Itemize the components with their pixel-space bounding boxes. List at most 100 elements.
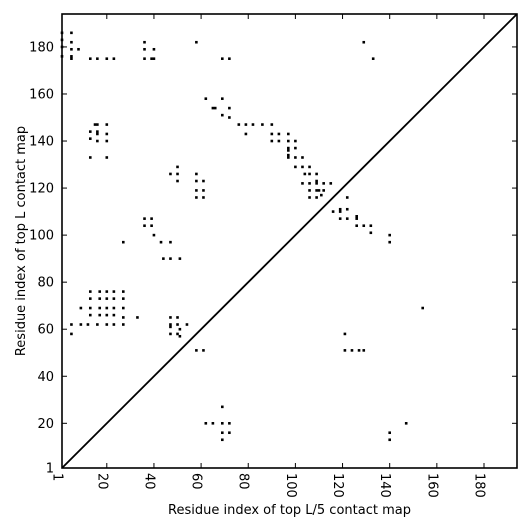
x-tick-label: 20 xyxy=(94,473,109,490)
data-point xyxy=(105,123,109,126)
data-point xyxy=(70,332,73,336)
data-point xyxy=(122,240,125,244)
data-point xyxy=(88,313,92,317)
data-point xyxy=(150,57,153,60)
y-tick-label: 80 xyxy=(37,276,54,291)
data-point xyxy=(315,179,318,183)
data-point xyxy=(178,327,182,331)
data-point xyxy=(308,196,311,199)
data-point xyxy=(105,139,109,143)
data-point xyxy=(169,172,172,176)
data-point xyxy=(204,422,208,425)
data-point xyxy=(221,57,224,60)
data-points xyxy=(60,31,424,442)
data-point xyxy=(79,323,83,326)
data-point xyxy=(320,193,323,197)
data-point xyxy=(202,349,205,352)
data-point xyxy=(98,297,102,300)
data-point xyxy=(369,231,373,235)
data-point xyxy=(369,224,373,228)
x-tick-label: 100 xyxy=(283,473,298,498)
data-point xyxy=(303,172,307,176)
data-point xyxy=(195,196,198,199)
data-point xyxy=(112,290,116,293)
diagonal-line xyxy=(61,13,518,469)
data-point xyxy=(294,146,297,150)
data-point xyxy=(362,349,366,352)
data-point xyxy=(195,40,198,44)
data-point xyxy=(221,422,224,425)
data-point xyxy=(98,290,102,293)
data-point xyxy=(228,116,231,119)
data-point xyxy=(202,189,205,192)
data-point xyxy=(70,57,73,60)
data-point xyxy=(338,210,342,213)
y-tick-label: 100 xyxy=(29,229,54,244)
y-tick-label: 160 xyxy=(29,87,54,102)
data-point xyxy=(357,349,361,352)
data-point xyxy=(96,132,99,136)
x-axis-ticks: 1 20 40 60 80 100 120 140 160 180 xyxy=(50,14,486,498)
data-point xyxy=(421,306,424,310)
x-tick-label: 120 xyxy=(330,473,345,498)
data-point xyxy=(98,313,102,317)
data-point xyxy=(169,325,172,329)
data-point xyxy=(308,189,311,192)
data-point xyxy=(277,132,281,136)
data-point xyxy=(169,240,172,244)
data-point xyxy=(261,123,264,126)
data-point xyxy=(70,47,73,51)
data-point xyxy=(244,132,248,136)
data-point xyxy=(355,224,358,228)
data-point xyxy=(270,123,274,126)
data-point xyxy=(270,139,274,143)
data-point xyxy=(355,217,358,220)
data-point xyxy=(112,323,116,326)
data-point xyxy=(228,106,231,110)
data-point xyxy=(362,224,366,228)
data-point xyxy=(388,438,391,442)
x-axis-label: Residue index of top L/5 contact map xyxy=(168,503,411,518)
data-point xyxy=(143,40,146,44)
data-point xyxy=(294,165,297,169)
data-point xyxy=(329,182,333,185)
data-point xyxy=(315,196,318,199)
data-point xyxy=(143,47,146,51)
data-point xyxy=(287,149,290,152)
data-point xyxy=(143,224,146,228)
data-point xyxy=(221,405,224,409)
data-point xyxy=(96,123,99,126)
data-point xyxy=(105,57,109,60)
data-point xyxy=(355,215,358,218)
data-point xyxy=(122,306,125,310)
data-point xyxy=(112,297,116,300)
data-point xyxy=(228,431,231,435)
data-point xyxy=(287,153,290,157)
data-point xyxy=(70,323,73,326)
data-point xyxy=(96,139,99,143)
data-point xyxy=(338,217,342,220)
y-tick-label: 180 xyxy=(29,40,54,55)
plot-frame xyxy=(61,13,518,469)
data-point xyxy=(294,139,297,143)
data-point xyxy=(315,189,318,192)
data-point xyxy=(93,123,97,126)
data-point xyxy=(315,182,318,185)
data-point xyxy=(317,189,321,192)
data-point xyxy=(96,323,99,326)
data-point xyxy=(79,306,83,310)
data-point xyxy=(404,422,408,425)
data-point xyxy=(211,422,215,425)
data-point xyxy=(213,106,217,110)
data-point xyxy=(70,40,73,44)
data-point xyxy=(322,182,325,185)
data-point xyxy=(204,97,208,100)
data-point xyxy=(105,156,109,159)
data-point xyxy=(294,156,297,159)
data-point xyxy=(176,165,179,169)
y-tick-label: 60 xyxy=(37,323,54,338)
data-point xyxy=(176,323,179,326)
